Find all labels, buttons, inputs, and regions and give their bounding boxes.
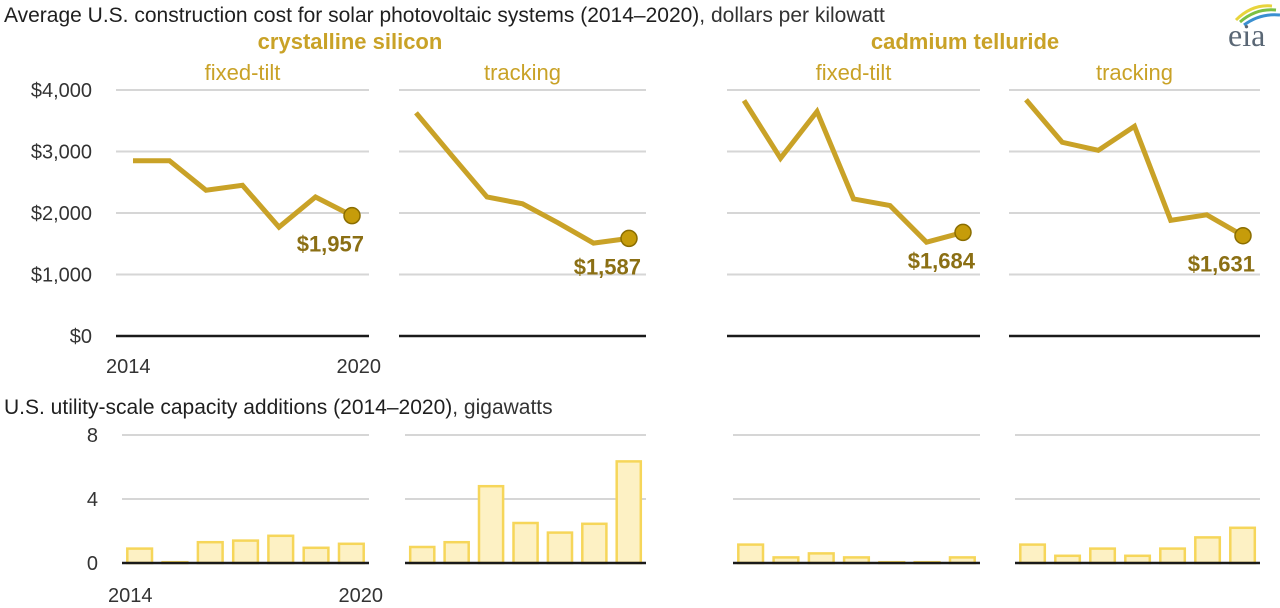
bar [1159, 547, 1187, 565]
end-point-marker [343, 206, 361, 225]
line-panel-3: fixed-tilt $1,684 [727, 60, 980, 338]
end-value-label: $1,631 [1188, 252, 1255, 277]
series-line [414, 111, 630, 246]
bar [581, 522, 608, 565]
eia-logo: eia [1228, 4, 1280, 53]
logo-swoosh-yellow [1234, 4, 1273, 22]
end-point-marker [1234, 226, 1252, 245]
bar-y-tick-label: 0 [87, 553, 98, 575]
line-y-tick-label: $4,000 [31, 80, 92, 102]
bar [337, 542, 365, 565]
panel-label: tracking [1096, 60, 1173, 85]
bar-x-tick-label: 2020 [339, 585, 384, 607]
bar-panel-1: 2014 2020 [108, 434, 384, 607]
bar [546, 531, 574, 565]
bar [512, 521, 539, 565]
bar [443, 540, 470, 565]
line-chart-title: Average U.S. construction cost for solar… [4, 4, 885, 27]
bar-x-tick-label: 2014 [108, 585, 153, 607]
bar [615, 460, 643, 565]
bar [1194, 536, 1222, 565]
bar [408, 545, 436, 565]
bar-chart-title: U.S. utility-scale capacity additions (2… [4, 396, 553, 419]
series-line [1024, 98, 1245, 238]
line-x-tick-label: 2014 [106, 356, 151, 378]
bar [126, 547, 154, 565]
panel-label: tracking [484, 60, 561, 85]
panel-label: fixed-tilt [205, 60, 281, 85]
bar [231, 539, 260, 565]
line-panel-2: tracking $1,587 [399, 60, 646, 338]
line-chart-title-unit: , dollars per kilowatt [699, 4, 885, 27]
line-panel-1: fixed-tilt $1,957 2014 2020 [106, 60, 381, 378]
line-y-tick-label: $1,000 [31, 265, 92, 287]
line-x-tick-label: 2020 [337, 356, 382, 378]
bar [196, 540, 224, 565]
bar [477, 484, 505, 565]
end-value-label: $1,684 [908, 248, 976, 273]
line-chart-title-main: Average U.S. construction cost for solar… [4, 4, 699, 27]
bar [807, 552, 835, 565]
line-y-tick-label: $3,000 [31, 142, 92, 164]
line-y-tick-label: $0 [70, 326, 92, 348]
end-value-label: $1,957 [297, 232, 364, 257]
bar [1229, 526, 1257, 565]
bar [737, 543, 765, 565]
bar-chart-title-main: U.S. utility-scale capacity additions (2… [4, 396, 452, 419]
bar [1089, 547, 1117, 565]
group-label-cadmium-telluride: cadmium telluride [871, 29, 1059, 54]
line-panel-4: tracking $1,631 [1009, 60, 1260, 338]
logo-swoosh-green [1239, 8, 1277, 24]
bar [267, 534, 295, 565]
logo-text: eia [1228, 17, 1265, 53]
end-point-marker [620, 229, 638, 248]
panel-label: fixed-tilt [816, 60, 892, 85]
bar [1019, 543, 1047, 565]
bar-chart-title-unit: , gigawatts [452, 396, 552, 419]
line-y-tick-label: $2,000 [31, 203, 92, 225]
bar-y-tick-label: 8 [87, 425, 98, 447]
series-line [133, 158, 354, 231]
end-point-marker [954, 223, 972, 242]
bar-panel-3 [733, 434, 980, 565]
bar-y-tick-label: 4 [87, 489, 98, 511]
bar [302, 546, 330, 565]
logo-swoosh-blue [1243, 13, 1280, 27]
end-value-label: $1,587 [574, 254, 641, 279]
bar-panel-4 [1015, 434, 1260, 565]
series-line [741, 99, 964, 245]
group-label-crystalline-silicon: crystalline silicon [258, 29, 443, 54]
bar-panel-2 [405, 434, 646, 565]
